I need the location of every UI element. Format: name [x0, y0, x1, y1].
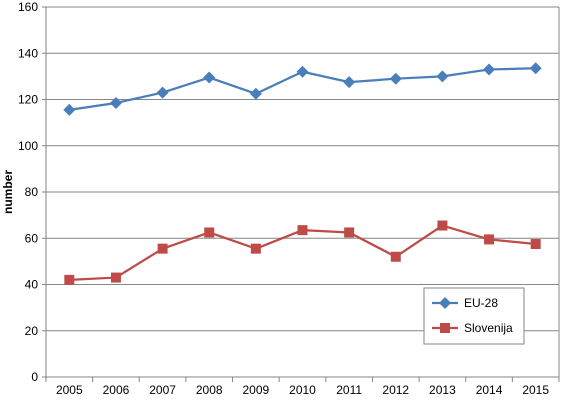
y-tick-label: 40 [25, 278, 39, 292]
y-tick-label: 0 [31, 370, 38, 384]
y-tick-label: 120 [18, 93, 38, 107]
y-tick-label: 20 [25, 324, 39, 338]
data-point [390, 251, 401, 262]
legend-swatch-marker [440, 323, 450, 333]
data-point [203, 71, 216, 84]
data-point [484, 234, 495, 245]
grid-lines [46, 6, 559, 332]
x-tick-label: 2008 [196, 383, 223, 397]
data-point [483, 63, 496, 76]
x-tick-label: 2011 [336, 383, 362, 397]
data-point [64, 274, 75, 285]
data-point [296, 65, 309, 78]
data-point [297, 225, 308, 236]
y-tick-label: 100 [18, 139, 38, 153]
legend-label: EU-28 [464, 296, 498, 310]
x-tick-label: 2005 [56, 383, 83, 397]
data-point [250, 243, 261, 254]
data-point [63, 103, 76, 116]
y-tick-label: 140 [18, 46, 38, 60]
data-point [110, 272, 121, 283]
y-tick-label: 80 [25, 185, 39, 199]
x-tick-label: 2014 [476, 383, 503, 397]
data-point [437, 220, 448, 231]
legend-entry: EU-28 [432, 296, 498, 310]
data-point [157, 243, 168, 254]
data-point [249, 87, 262, 100]
x-tick-label: 2006 [103, 383, 130, 397]
data-point [389, 72, 402, 85]
legend: EU-28 Slovenija [423, 287, 525, 345]
y-tick-label: 60 [25, 231, 39, 245]
x-tick-label: 2007 [149, 383, 176, 397]
data-point [109, 96, 122, 109]
x-tick-label: 2010 [289, 383, 316, 397]
x-tick-label: 2009 [243, 383, 270, 397]
y-axis-label: number [1, 170, 15, 214]
data-point [529, 62, 542, 75]
x-tick-label: 2013 [429, 383, 456, 397]
data-point [156, 86, 169, 99]
legend-swatch-marker [439, 297, 451, 309]
data-point [436, 70, 449, 83]
legend-box [423, 287, 525, 345]
data-point [530, 239, 541, 250]
x-tick-label: 2015 [522, 383, 549, 397]
legend-label: Slovenija [464, 321, 513, 335]
data-point [343, 76, 356, 89]
data-point [344, 227, 355, 238]
series-1 [63, 62, 542, 116]
y-tick-label: 160 [18, 0, 38, 14]
x-axis-ticks: 2005 2006 2007 2008 2009 2010 2011 2012 2013 2014… [45, 377, 560, 397]
series-2 [64, 220, 541, 285]
series-layer [63, 62, 542, 285]
x-tick-label: 2012 [382, 383, 409, 397]
data-point [204, 227, 215, 238]
legend-entry: Slovenija [432, 321, 513, 335]
y-axis-ticks: 0 20 40 60 80 100 120 140 160 [18, 0, 46, 384]
